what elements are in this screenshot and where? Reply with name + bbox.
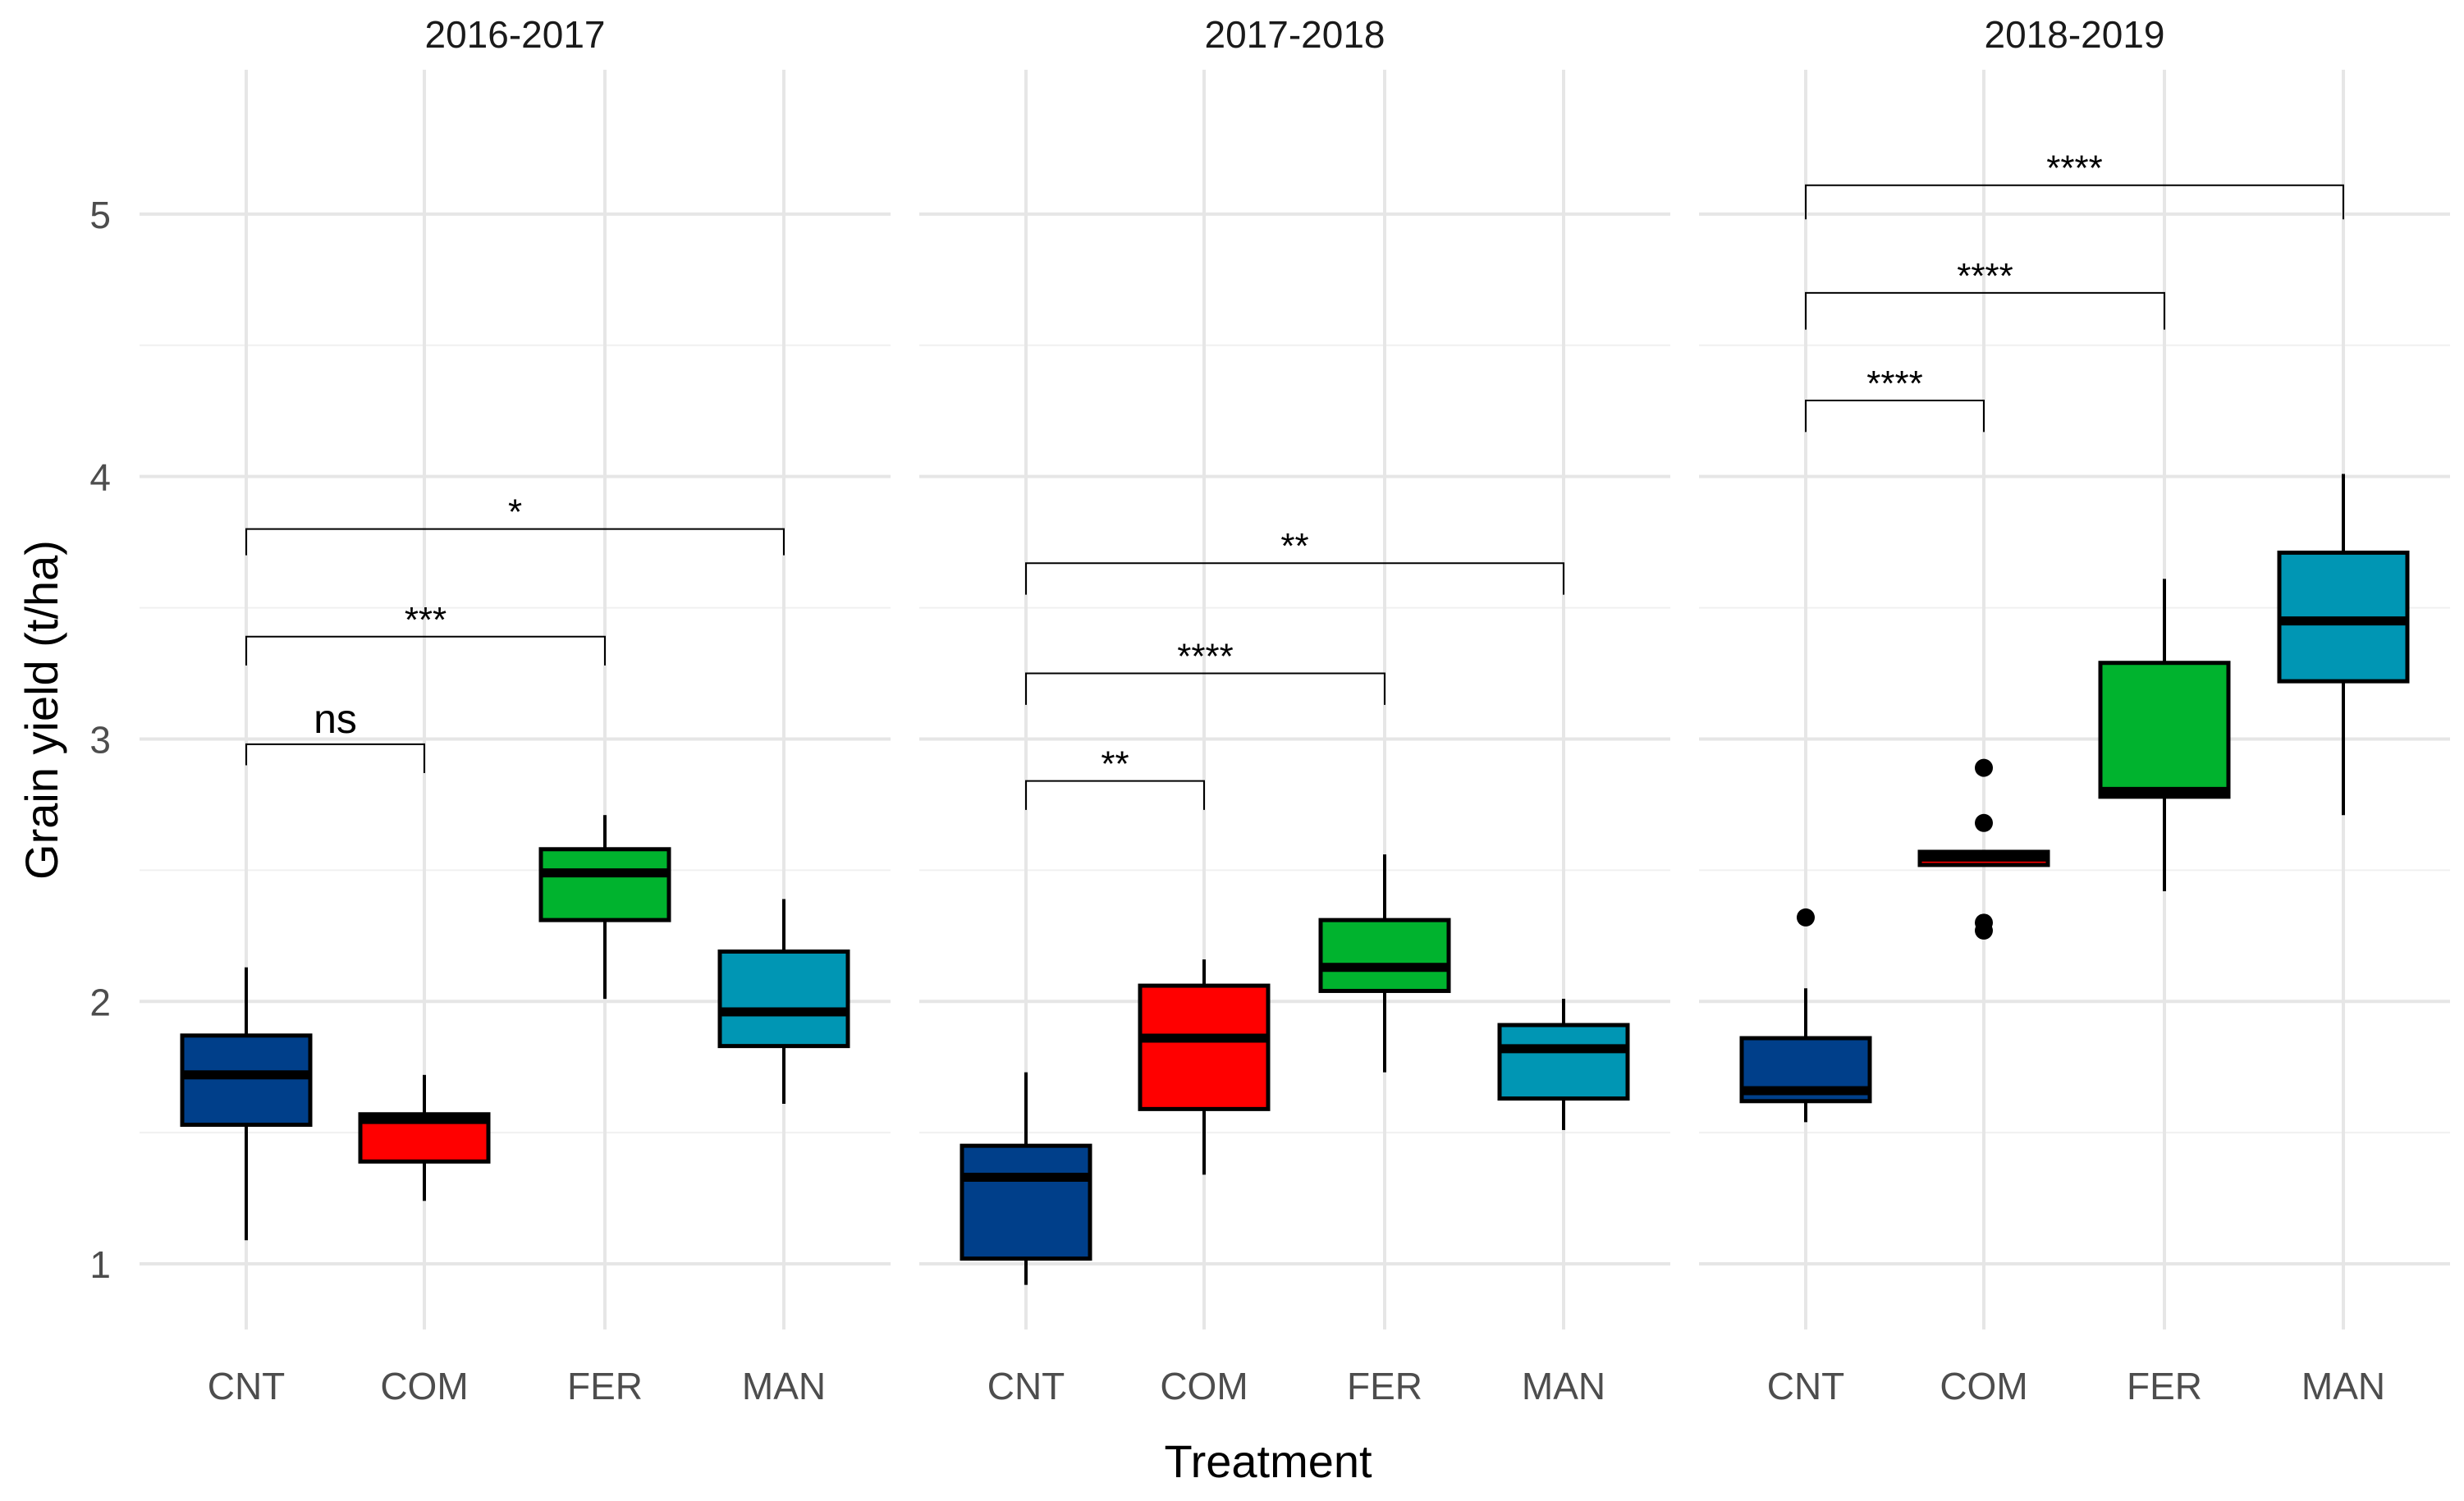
significance-label: *** (405, 600, 447, 640)
panel-gridlines (1699, 70, 2450, 1329)
y-tick-label: 1 (89, 1243, 111, 1286)
x-tick-label: FER (2127, 1365, 2202, 1407)
significance-bracket: **** (1025, 637, 1385, 705)
significance-bracket: **** (1805, 256, 2165, 330)
bracket-line (1805, 184, 2344, 220)
panel-title: 2016-2017 (425, 13, 606, 56)
outlier-point (1975, 813, 1993, 832)
box-FER (538, 815, 671, 1000)
box-FER (2098, 579, 2231, 891)
box-COM (1138, 959, 1271, 1175)
significance-bracket: **** (1805, 364, 1985, 432)
bracket-line (245, 528, 785, 556)
box-MAN (1497, 999, 1630, 1130)
significance-label: * (508, 492, 522, 533)
outlier-point (1975, 921, 1993, 940)
significance-label: **** (1866, 364, 1923, 404)
outlier-point (1797, 908, 1815, 927)
box-CNT (180, 967, 313, 1241)
bracket-line (1805, 399, 1985, 432)
significance-label: ** (1280, 526, 1308, 566)
significance-bracket: *** (245, 600, 606, 666)
x-tick-label: CNT (987, 1365, 1065, 1407)
panel-gridlines (140, 70, 891, 1329)
x-tick-label: CNT (208, 1365, 286, 1407)
box-iqr (1318, 918, 1451, 993)
significance-bracket: * (245, 492, 785, 556)
bracket-line (245, 743, 425, 774)
bracket-line (1025, 672, 1385, 705)
y-tick-label: 3 (89, 718, 111, 761)
y-tick-label: 5 (89, 194, 111, 236)
outlier-point (1975, 758, 1993, 777)
x-tick-label: MAN (1522, 1365, 1605, 1407)
y-axis: 1 2 3 4 5 (89, 194, 111, 1286)
bracket-line (1025, 780, 1205, 810)
x-axis-title: Treatment (1164, 1435, 1372, 1487)
y-tick-label: 2 (89, 981, 111, 1023)
panel-2017-2018: 2017-2018********CNT COM FER MAN (919, 13, 1670, 1407)
significance-label: **** (1177, 637, 1234, 677)
box-iqr (1138, 983, 1271, 1111)
significance-bracket: ** (1025, 526, 1564, 595)
box-iqr (1497, 1023, 1630, 1101)
significance-label: ns (314, 696, 357, 742)
box-COM (1917, 758, 2050, 940)
box-CNT (959, 1072, 1092, 1285)
significance-bracket: ns (245, 696, 425, 774)
y-axis-title: Grain yield (t/ha) (16, 540, 67, 880)
x-tick-label: CNT (1767, 1365, 1845, 1407)
panel-title: 2018-2019 (1985, 13, 2165, 56)
x-tick-label: COM (380, 1365, 468, 1407)
panel-title: 2017-2018 (1205, 13, 1385, 56)
y-tick-label: 4 (89, 456, 111, 499)
box-FER (1318, 854, 1451, 1073)
bracket-line (245, 635, 606, 666)
x-tick-label: MAN (742, 1365, 826, 1407)
panel-2018-2019: 2018-2019 **** **** **** CNT COM FER MAN (1699, 13, 2450, 1407)
box-CNT (1739, 908, 1872, 1123)
x-tick-label: COM (1940, 1365, 2027, 1407)
box-COM (358, 1074, 491, 1201)
box-iqr (959, 1143, 1092, 1261)
significance-bracket: ** (1025, 744, 1205, 810)
significance-label: **** (2046, 149, 2103, 189)
x-tick-label: FER (567, 1365, 643, 1407)
x-tick-label: MAN (2301, 1365, 2385, 1407)
panel-gridlines (919, 70, 1670, 1329)
box-iqr (538, 847, 671, 922)
box-MAN (2277, 474, 2410, 816)
box-iqr (180, 1033, 313, 1128)
significance-label: ** (1101, 744, 1129, 785)
box-iqr (717, 950, 850, 1049)
significance-bracket: **** (1805, 149, 2344, 220)
significance-label: **** (1957, 256, 2013, 296)
bracket-line (1025, 562, 1564, 595)
box-iqr (2098, 661, 2231, 799)
box-MAN (717, 899, 850, 1104)
x-tick-label: COM (1160, 1365, 1248, 1407)
bracket-line (1805, 291, 2165, 330)
x-tick-label: FER (1347, 1365, 1422, 1407)
